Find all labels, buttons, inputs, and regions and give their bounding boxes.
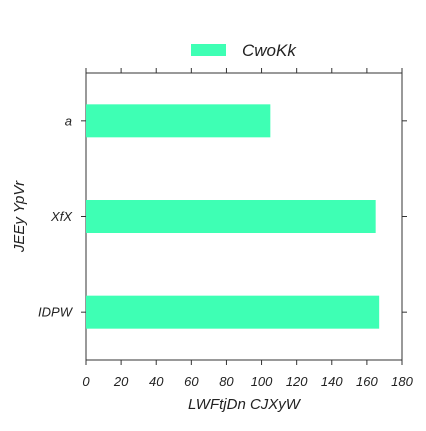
x-tick-label: 100 bbox=[251, 374, 273, 389]
legend-label: CwoKk bbox=[242, 41, 297, 60]
x-tick-label: 180 bbox=[391, 374, 413, 389]
x-tick-label: 140 bbox=[321, 374, 343, 389]
y-tick-label: IDPW bbox=[38, 305, 74, 320]
bar-XfX bbox=[86, 200, 376, 233]
y-axis-title: JEEy YpVr bbox=[11, 180, 28, 253]
x-tick-label: 160 bbox=[356, 374, 378, 389]
x-tick-label: 40 bbox=[149, 374, 164, 389]
bar-IDPW bbox=[86, 296, 379, 329]
x-tick-label: 80 bbox=[219, 374, 234, 389]
x-axis-title: LWFtjDn CJXyW bbox=[188, 396, 302, 413]
x-tick-label: 20 bbox=[113, 374, 129, 389]
y-tick-label: a bbox=[65, 113, 72, 128]
x-tick-label: 60 bbox=[184, 374, 199, 389]
legend: CwoKk bbox=[191, 41, 297, 60]
legend-swatch bbox=[191, 44, 226, 56]
y-tick-label: XfX bbox=[50, 209, 73, 224]
x-tick-label: 120 bbox=[286, 374, 308, 389]
x-tick-label: 0 bbox=[82, 374, 90, 389]
bar-a bbox=[86, 104, 270, 137]
bars bbox=[86, 104, 379, 328]
